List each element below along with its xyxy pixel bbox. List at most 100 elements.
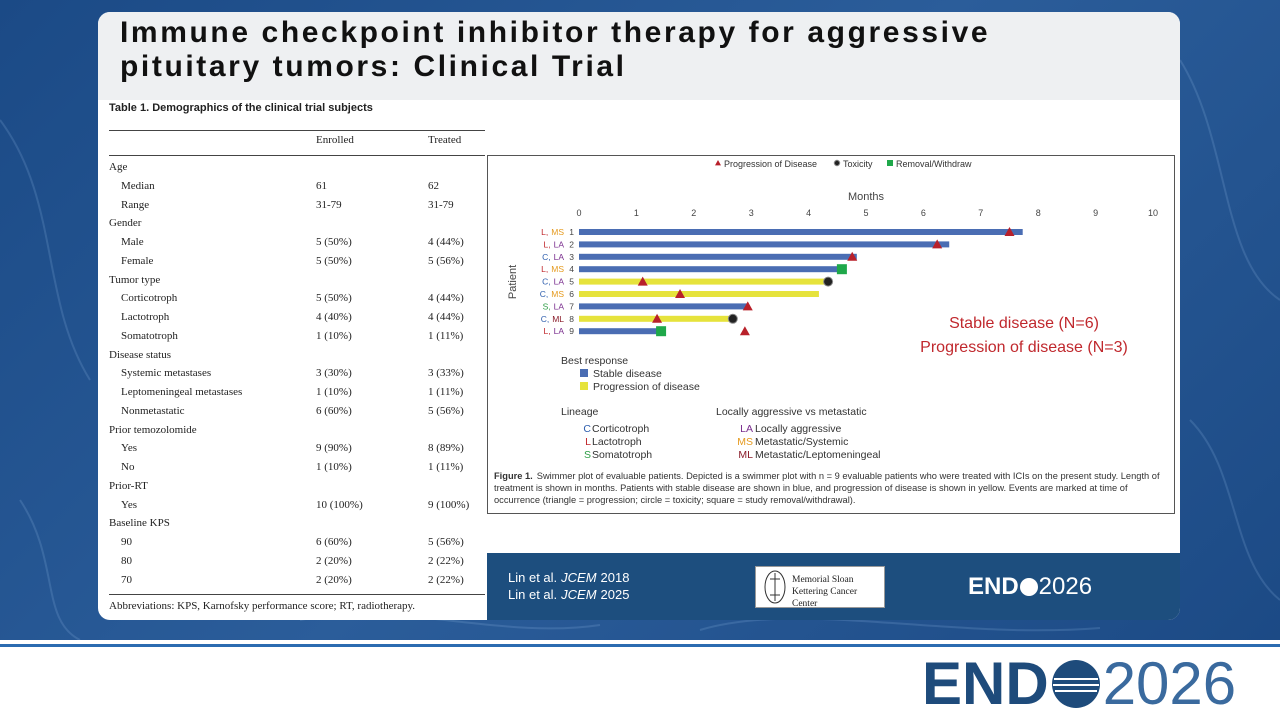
- row-label: Female: [121, 254, 154, 267]
- endo-logo-small: END 2026: [968, 573, 1092, 601]
- patient-class: ML: [552, 314, 564, 324]
- patient-lineage: L,: [544, 326, 551, 336]
- row-label: Somatotroph: [121, 329, 178, 342]
- treated-cell: 5 (56%): [428, 404, 464, 417]
- bar: [579, 303, 748, 310]
- patient-class: LA: [554, 301, 565, 311]
- citation-prefix: Lin et al.: [508, 587, 558, 602]
- patient-class: LA: [554, 326, 565, 336]
- lineage-code: S: [584, 449, 591, 461]
- x-tick-label: 8: [1036, 208, 1041, 218]
- class-name: Metastatic/Systemic: [755, 436, 848, 448]
- enrolled-cell: 1 (10%): [316, 329, 352, 342]
- footer-band: Lin et al. JCEM 2018 Lin et al. JCEM 2025 Mem…: [487, 553, 1180, 620]
- patient-label: L, LA: [544, 239, 565, 249]
- column-header: Treated: [428, 134, 462, 146]
- enrolled-cell: 10 (100%): [316, 498, 363, 511]
- bar: [579, 291, 819, 297]
- table-rule: [109, 155, 485, 156]
- y-tick-label: 9: [569, 326, 574, 336]
- x-tick-label: 5: [863, 208, 868, 218]
- treated-cell: 5 (56%): [428, 536, 464, 548]
- logo-left: END: [968, 573, 1019, 600]
- citation-prefix: Lin et al.: [508, 570, 558, 585]
- section-label: Gender: [109, 217, 142, 230]
- patient-lineage: S,: [543, 301, 551, 311]
- event-marker: [823, 276, 834, 287]
- y-tick-label: 1: [569, 227, 574, 237]
- x-tick-label: 4: [806, 208, 811, 218]
- citation: Lin et al. JCEM 2018: [508, 569, 629, 586]
- enrolled-cell: 6 (60%): [316, 536, 352, 548]
- x-tick-label: 6: [921, 208, 926, 218]
- patient-lineage: C,: [540, 289, 549, 299]
- treated-cell: 4 (44%): [428, 236, 464, 248]
- enrolled-cell: 5 (50%): [316, 236, 352, 248]
- patient-lineage: L,: [541, 264, 548, 274]
- enrolled-cell: 4 (40%): [316, 311, 352, 323]
- title-bar: Immune checkpoint inhibitor therapy for …: [98, 12, 1180, 100]
- treated-cell: 1 (11%): [428, 461, 464, 473]
- table-footnote: Abbreviations: KPS, Karnofsky performanc…: [109, 600, 416, 613]
- row-label: 70: [121, 573, 132, 586]
- section-label: Prior temozolomide: [109, 423, 197, 436]
- logo-mark: [764, 570, 786, 604]
- treated-cell: 31-79: [428, 198, 454, 211]
- bar: [579, 266, 846, 273]
- slide-title: Immune checkpoint inhibitor therapy for …: [120, 16, 991, 83]
- logo-globe: [1019, 578, 1038, 596]
- legend-label: Progression of disease: [593, 381, 700, 393]
- row-label: Male: [121, 236, 144, 248]
- network-pattern: [0, 59, 1280, 640]
- row-label: Nonmetastatic: [121, 404, 185, 417]
- x-tick-label: 7: [978, 208, 983, 218]
- x-tick-label: 10: [1148, 208, 1158, 218]
- table-title: Table 1. Demographics of the clinical tr…: [109, 102, 373, 114]
- lineage-title: Lineage: [561, 406, 599, 418]
- endo-logo: END 2026: [922, 654, 1236, 714]
- treated-cell: 2 (22%): [428, 573, 464, 586]
- event-marker: [836, 264, 847, 275]
- enrolled-cell: 61: [316, 179, 327, 192]
- table-rule: [109, 594, 485, 596]
- enrolled-cell: 5 (50%): [316, 292, 352, 305]
- enrolled-cell: 2 (20%): [316, 573, 352, 586]
- y-tick-label: 6: [569, 289, 574, 299]
- legend-swatch: [580, 369, 588, 377]
- treated-cell: 1 (11%): [428, 386, 464, 398]
- patient-label: L, MS: [541, 227, 564, 237]
- enrolled-cell: 1 (10%): [316, 386, 352, 398]
- enrolled-cell: 3 (30%): [316, 367, 352, 380]
- x-tick-label: 0: [576, 208, 581, 218]
- enrolled-cell: 9 (90%): [316, 442, 352, 455]
- class-code: MS: [737, 436, 753, 448]
- event-marker: [675, 289, 686, 298]
- x-tick-label: 9: [1093, 208, 1098, 218]
- event-marker: [637, 276, 648, 286]
- figure-frame: [487, 155, 1175, 514]
- patient-class: LA: [554, 277, 565, 287]
- patient-class: LA: [554, 252, 565, 262]
- patient-lineage: L,: [544, 239, 551, 249]
- event-marker: [932, 239, 943, 249]
- lineage-code: C: [583, 423, 591, 435]
- row-label: Lactotroph: [121, 311, 170, 323]
- event-marker: [652, 313, 663, 323]
- event-marker: [727, 313, 738, 324]
- row-label: Corticotroph: [121, 292, 178, 305]
- citations: Lin et al. JCEM 2018 Lin et al. JCEM 2025: [508, 569, 629, 603]
- patient-label: L, LA: [544, 326, 565, 336]
- row-label: 80: [121, 554, 132, 567]
- event-marker: [656, 326, 667, 337]
- class-name: Metastatic/Leptomeningeal: [755, 449, 881, 461]
- lineage-name: Corticotroph: [592, 423, 649, 435]
- institution-logo: Memorial Sloan Kettering Cancer Center: [755, 566, 885, 609]
- x-tick-label: 1: [634, 208, 639, 218]
- bar: [579, 253, 857, 260]
- section-label: Tumor type: [109, 273, 161, 286]
- y-tick-label: 7: [569, 301, 574, 311]
- patient-label: C, ML: [541, 314, 565, 324]
- patient-class: MS: [551, 227, 564, 237]
- legend-title: Best response: [561, 355, 628, 367]
